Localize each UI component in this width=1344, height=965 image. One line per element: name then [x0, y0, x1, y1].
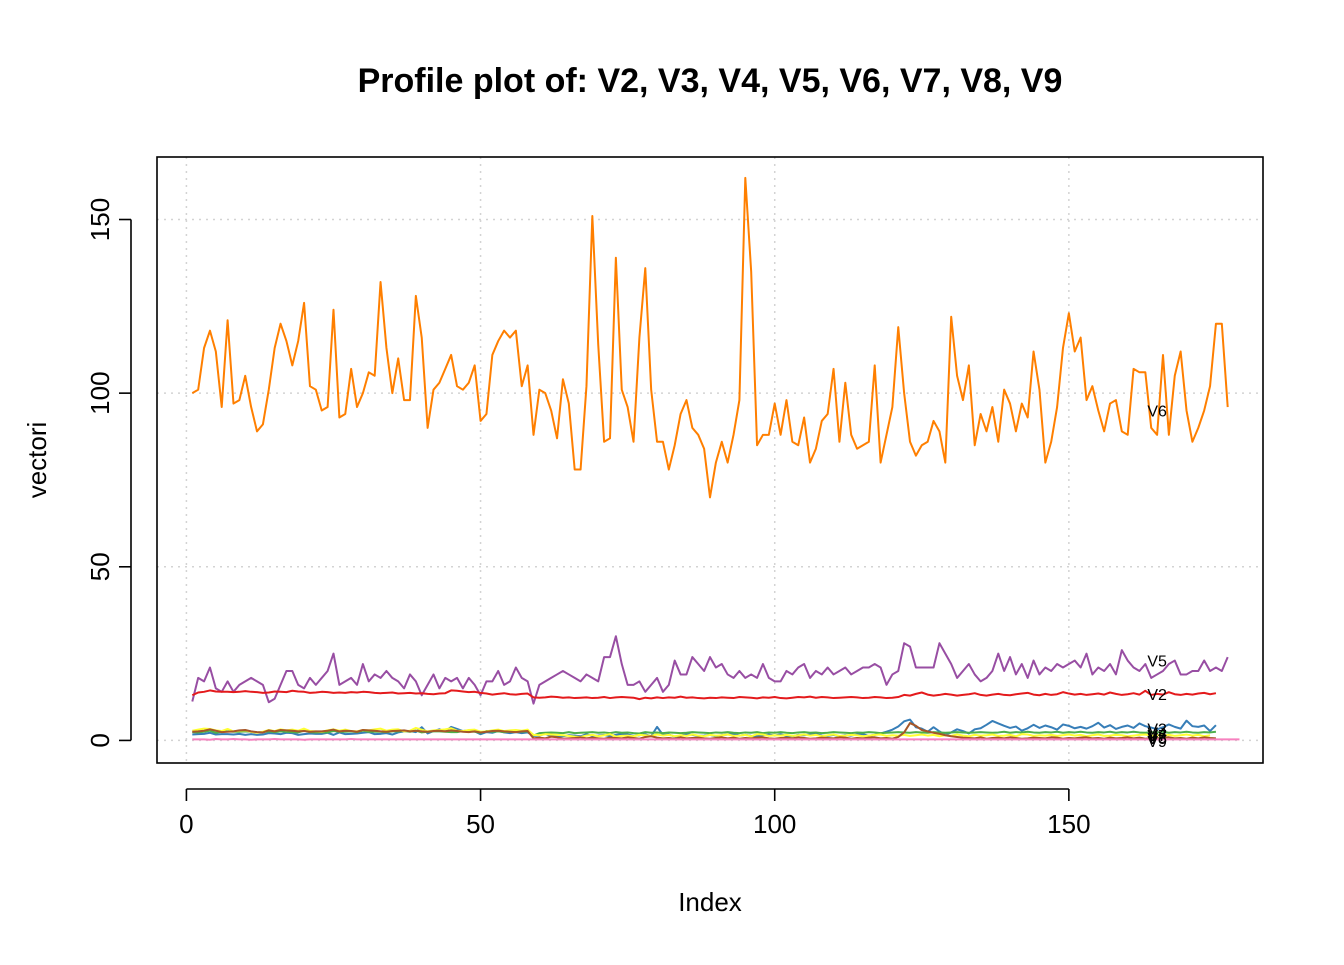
series-lines [191, 176, 1240, 741]
series-label-v4: V4 [1147, 725, 1167, 742]
y-tick-label: 0 [85, 733, 115, 747]
x-tick-label: 0 [179, 809, 193, 839]
series-line-v5 [191, 635, 1229, 705]
plot-frame [156, 156, 1264, 764]
series-label-v2: V2 [1147, 687, 1167, 704]
series-line-v9 [192, 738, 1240, 741]
y-tick-label: 150 [85, 198, 115, 241]
axes: 0 50 100 150 0 50 100 150 [85, 198, 1091, 839]
x-axis-label: Index [678, 887, 742, 917]
grid [157, 157, 1263, 763]
y-tick-label: 100 [85, 371, 115, 414]
series-line-v6 [191, 176, 1229, 499]
y-tick-label: 50 [85, 552, 115, 581]
series-label-v5: V5 [1147, 654, 1167, 671]
series-label-v9: V9 [1147, 734, 1167, 751]
x-tick-label: 100 [753, 809, 796, 839]
series-label-v7: V7 [1147, 728, 1167, 745]
y-axis-label: vectori [22, 422, 52, 499]
series-line-v2 [191, 689, 1217, 701]
x-tick-label: 50 [466, 809, 495, 839]
series-line-v3 [192, 718, 1217, 738]
series-line-v8 [192, 722, 1216, 740]
x-tick-label: 150 [1047, 809, 1090, 839]
chart-title: Profile plot of: V2, V3, V4, V5, V6, V7,… [358, 62, 1063, 100]
series-label-v8: V8 [1147, 731, 1167, 748]
series-label-v6: V6 [1147, 404, 1167, 421]
series-label-v3: V3 [1147, 721, 1167, 738]
